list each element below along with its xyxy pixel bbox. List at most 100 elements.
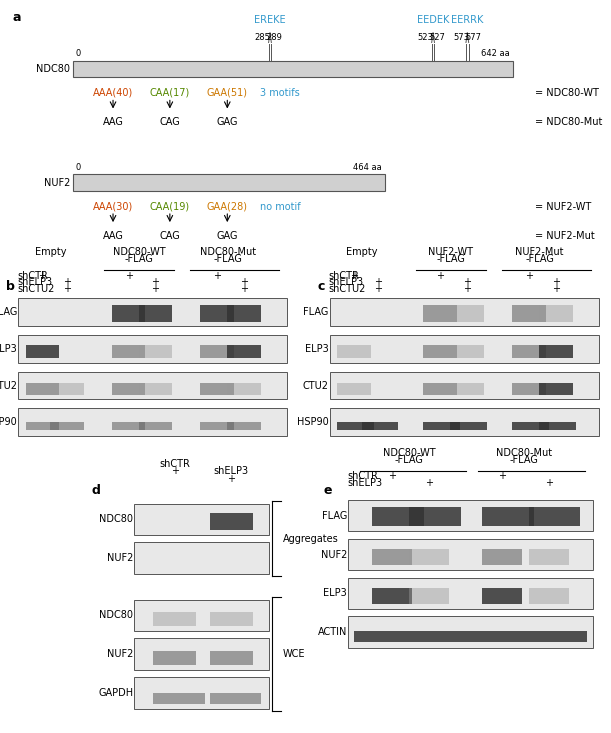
Text: FLAG: FLAG [303, 307, 329, 317]
Text: no motif: no motif [260, 202, 300, 212]
Bar [153, 693, 205, 704]
Bar [210, 693, 261, 704]
Text: NUF2-WT: NUF2-WT [428, 246, 474, 257]
Text: HSP90: HSP90 [297, 417, 329, 427]
Bar [200, 305, 234, 322]
Text: +: + [350, 270, 358, 281]
Text: = NUF2-WT: = NUF2-WT [535, 202, 591, 212]
Text: +: + [240, 277, 248, 287]
Text: +: + [525, 270, 533, 281]
Bar [409, 550, 448, 565]
Bar [50, 422, 84, 430]
Bar [330, 408, 599, 436]
Text: NDC80-WT: NDC80-WT [113, 246, 166, 257]
Bar [112, 383, 145, 395]
Bar [373, 588, 412, 604]
Text: Empty: Empty [346, 246, 378, 257]
Text: 0: 0 [75, 49, 81, 58]
Bar [348, 500, 593, 531]
Text: +: + [463, 284, 471, 294]
Text: 527: 527 [430, 33, 445, 42]
Bar [423, 383, 457, 395]
Bar [409, 507, 461, 526]
Bar [348, 539, 593, 570]
Bar [450, 383, 484, 395]
Text: CAG: CAG [159, 117, 180, 128]
Bar [200, 422, 234, 430]
Text: AAG: AAG [103, 117, 123, 128]
Text: +: + [63, 277, 71, 287]
Text: 289: 289 [266, 33, 282, 42]
Text: +: + [375, 277, 382, 287]
Bar [539, 305, 573, 322]
Text: CAG: CAG [159, 231, 180, 241]
Text: shCTR: shCTR [347, 471, 378, 481]
Text: -FLAG: -FLAG [510, 455, 539, 465]
Text: ELP3: ELP3 [305, 344, 329, 354]
Text: ELP3: ELP3 [323, 589, 347, 598]
Bar [512, 305, 546, 322]
Text: shCTR: shCTR [329, 270, 360, 281]
Text: NDC80: NDC80 [36, 64, 70, 74]
Bar [354, 631, 587, 642]
Text: 573: 573 [453, 33, 469, 42]
Text: +: + [375, 284, 382, 294]
Bar [134, 638, 269, 670]
Bar [409, 588, 448, 604]
Bar [134, 677, 269, 709]
Bar [139, 422, 172, 430]
Bar [483, 550, 522, 565]
Bar [330, 335, 599, 363]
Bar [373, 507, 424, 526]
Text: e: e [324, 484, 332, 497]
Bar [529, 550, 568, 565]
Text: shCTU2: shCTU2 [329, 284, 366, 294]
Text: 464 aa: 464 aa [353, 163, 382, 172]
Text: -FLAG: -FLAG [214, 254, 243, 264]
Text: NDC80-Mut: NDC80-Mut [200, 246, 256, 257]
Bar [483, 507, 534, 526]
Text: -FLAG: -FLAG [436, 254, 466, 264]
Text: HSP90: HSP90 [0, 417, 17, 427]
Bar [539, 345, 573, 358]
Bar [330, 372, 599, 399]
Bar [50, 383, 84, 395]
Bar [18, 298, 287, 326]
Bar [112, 305, 145, 322]
Text: -FLAG: -FLAG [125, 254, 154, 264]
Text: +: + [152, 277, 159, 287]
Bar [73, 61, 513, 77]
Bar [112, 422, 145, 430]
Text: 0: 0 [75, 163, 81, 172]
Bar [337, 345, 371, 358]
Text: shCTU2: shCTU2 [17, 284, 54, 294]
Text: 3 motifs: 3 motifs [260, 88, 300, 98]
Bar [423, 345, 457, 358]
Bar [539, 383, 573, 395]
Bar [227, 305, 261, 322]
Bar [512, 345, 546, 358]
Text: NDC80-Mut: NDC80-Mut [496, 448, 552, 458]
Bar [227, 422, 261, 430]
Text: 577: 577 [466, 33, 481, 42]
Bar [348, 578, 593, 609]
Text: EERRK: EERRK [451, 15, 483, 25]
Text: +: + [436, 270, 444, 281]
Bar [139, 305, 172, 322]
Text: +: + [240, 284, 248, 294]
Text: = NDC80-Mut: = NDC80-Mut [535, 117, 602, 128]
Text: +: + [552, 277, 560, 287]
Text: GAA(51): GAA(51) [207, 88, 248, 98]
Text: GAPDH: GAPDH [98, 688, 133, 698]
Bar [450, 345, 484, 358]
Text: -FLAG: -FLAG [395, 455, 424, 465]
Bar [26, 422, 59, 430]
Bar [330, 298, 599, 326]
Bar [423, 305, 457, 322]
Text: +: + [227, 474, 235, 484]
Text: WCE: WCE [283, 649, 306, 659]
Text: b: b [6, 280, 15, 293]
Text: -FLAG: -FLAG [525, 254, 554, 264]
Text: NUF2: NUF2 [321, 550, 347, 559]
Text: NDC80: NDC80 [99, 515, 133, 524]
